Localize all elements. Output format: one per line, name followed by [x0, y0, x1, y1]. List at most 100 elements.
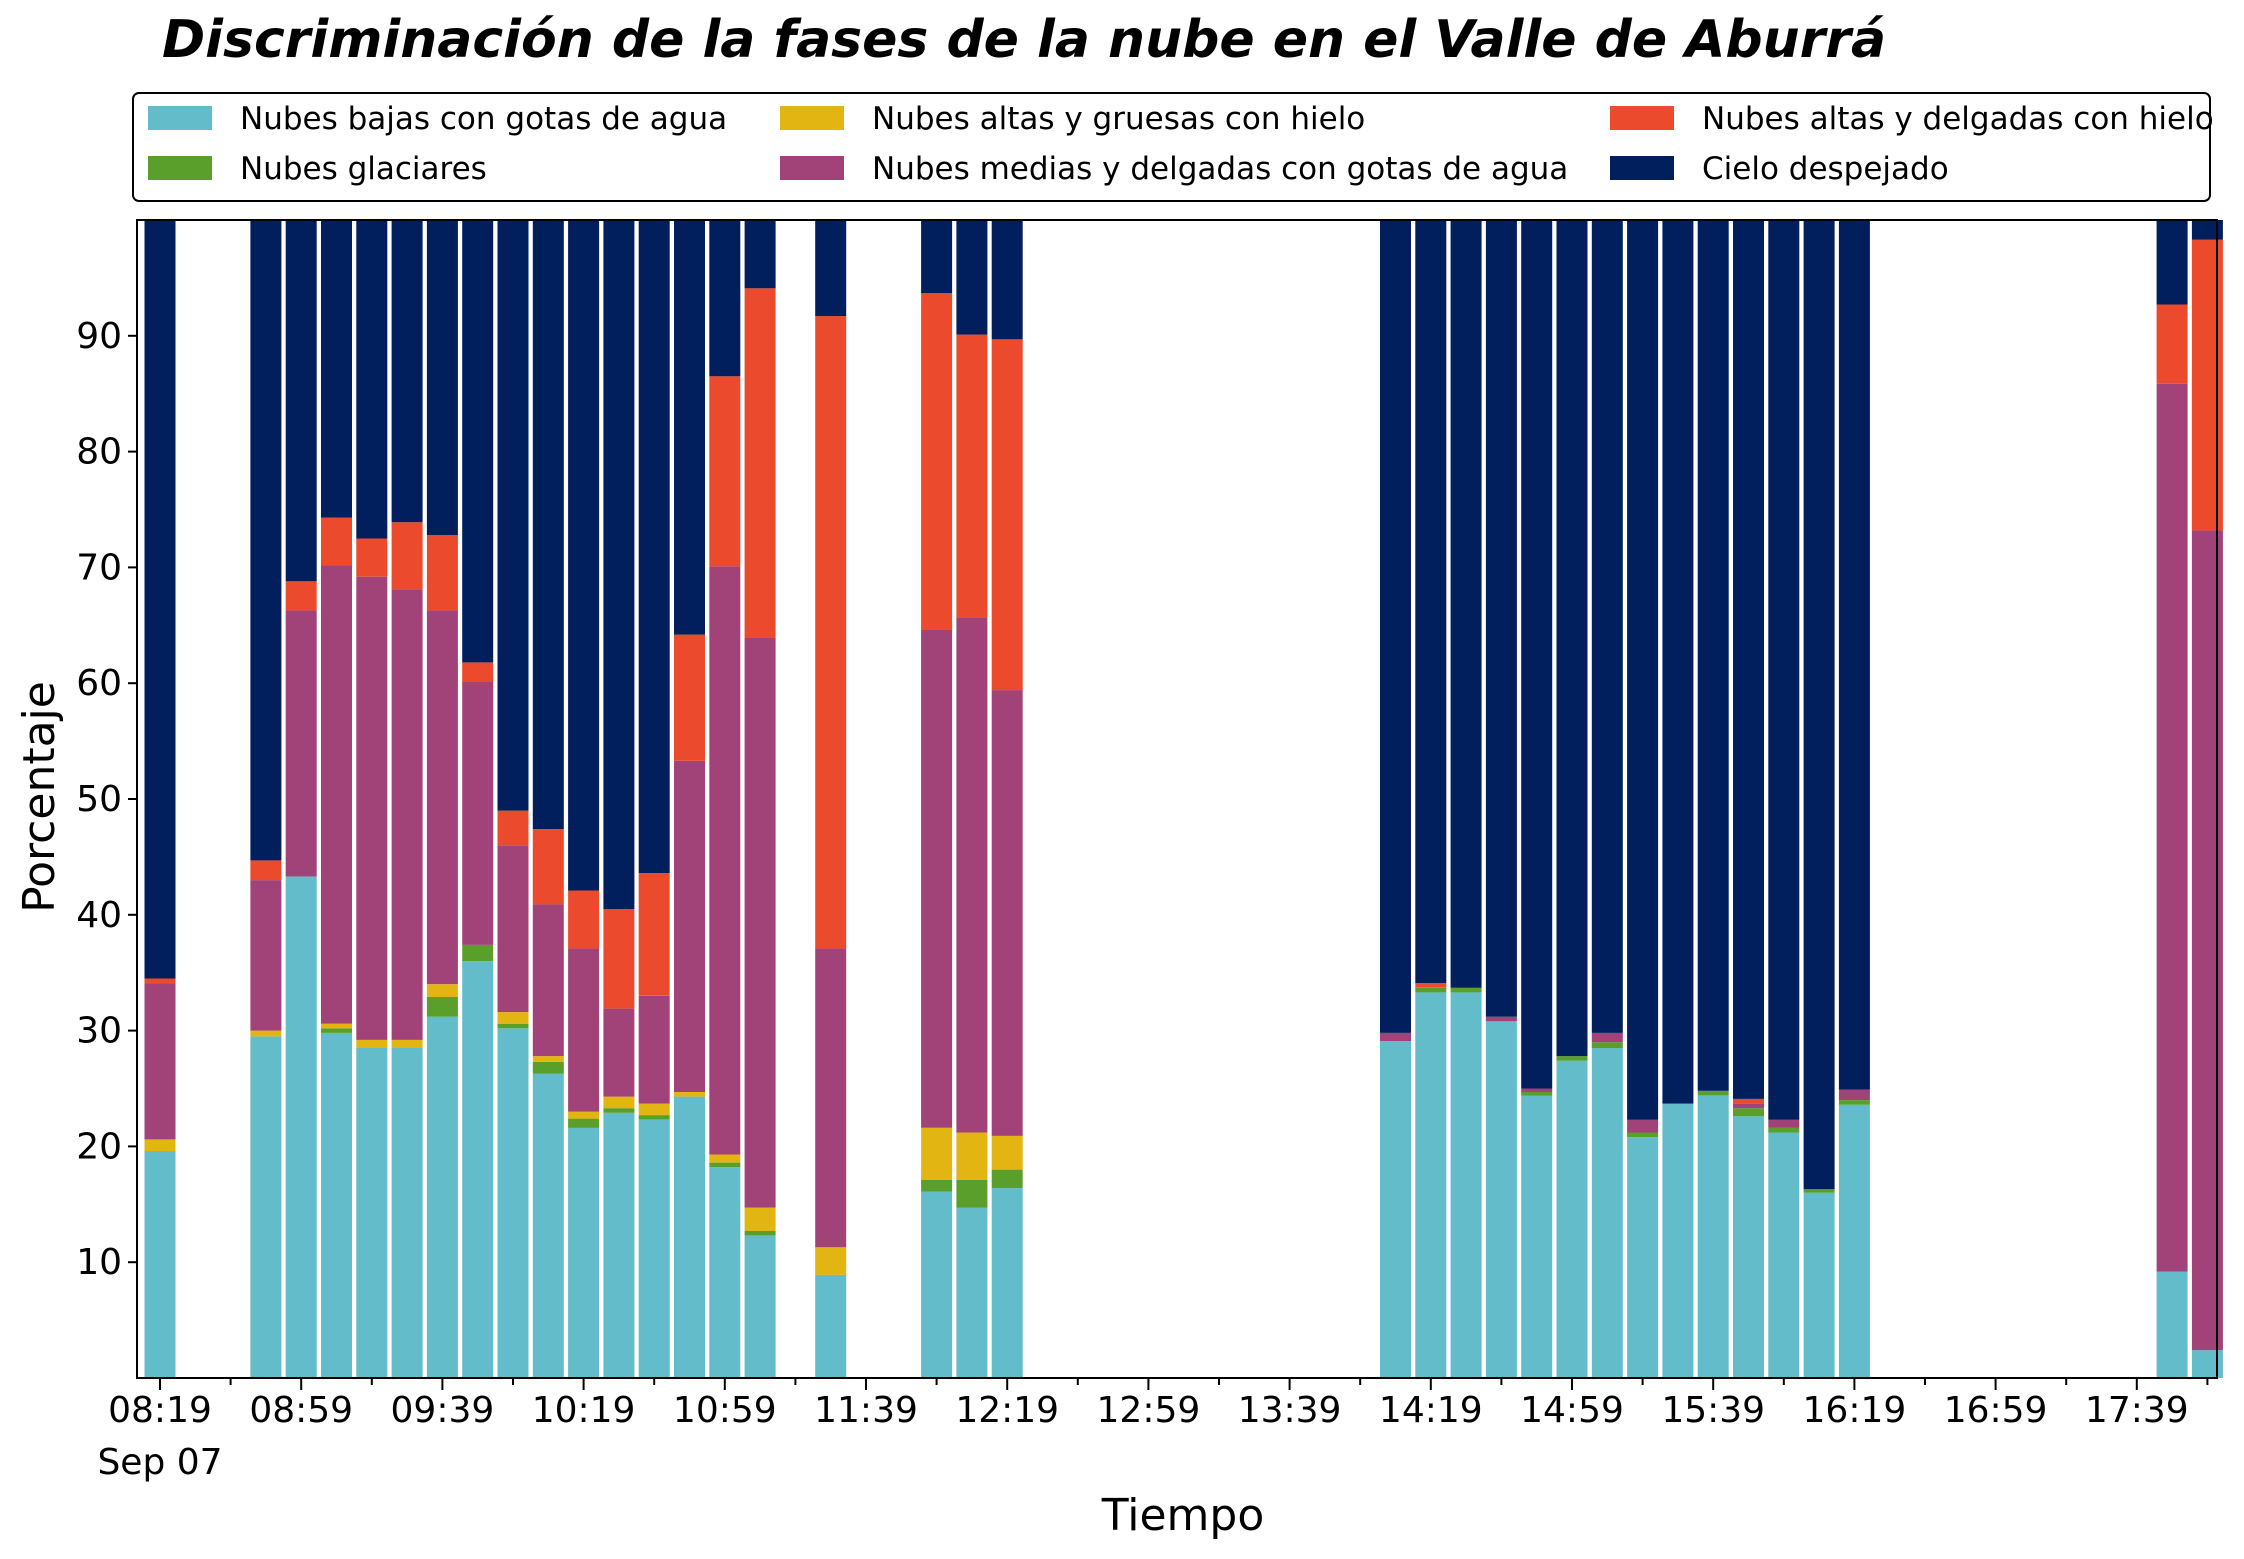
bar-segment — [356, 1048, 388, 1378]
bar-segment — [1521, 1095, 1553, 1378]
bar-segment — [921, 220, 953, 293]
bar-segment — [1556, 220, 1588, 1057]
bar-segment — [391, 522, 423, 590]
bar-segment — [1485, 1021, 1517, 1378]
bar-segment — [603, 1108, 635, 1113]
bar-segment — [497, 1028, 529, 1378]
x-tick-label: 15:39 — [1661, 1390, 1765, 1431]
bar-segment — [1768, 220, 1800, 1120]
bar-segment — [815, 1274, 847, 1378]
bar-segment — [1662, 1103, 1694, 1378]
bar-segment — [2156, 1271, 2188, 1378]
y-tick-label: 30 — [76, 1011, 122, 1052]
bar-segment — [568, 890, 600, 949]
x-tick-label: 10:59 — [673, 1390, 777, 1431]
bar-segment — [1662, 220, 1694, 1104]
bar-segment — [744, 638, 776, 1208]
bar-segment — [321, 565, 352, 1024]
bar-segment — [250, 860, 282, 881]
bar-segment — [815, 948, 847, 1248]
bar-segment — [603, 1112, 635, 1378]
bar-segment — [1627, 1137, 1659, 1378]
bar-segment — [462, 662, 494, 683]
x-tick-label: 16:19 — [1803, 1390, 1907, 1431]
legend-swatch — [1610, 156, 1674, 180]
bar-segment — [144, 1151, 176, 1378]
bar-segment — [497, 810, 529, 846]
bar-segment — [1450, 987, 1482, 993]
bar-segment — [603, 1008, 635, 1097]
bar-segment — [462, 961, 494, 1378]
bar-segment — [2191, 1350, 2223, 1378]
bar-segment — [1521, 1088, 1553, 1092]
bar-segment — [1521, 1092, 1553, 1096]
bar-segment — [956, 1132, 988, 1180]
bar-segment — [356, 220, 388, 539]
bar-segment — [1556, 1060, 1588, 1378]
bar-segment — [1803, 1189, 1835, 1193]
legend-box — [132, 92, 2211, 202]
y-tick-label: 10 — [76, 1242, 122, 1283]
bar-segment — [321, 220, 352, 518]
bar-segment — [1803, 220, 1835, 1190]
bar-segment — [497, 1023, 529, 1029]
legend-swatch — [780, 106, 844, 130]
x-tick-label: 11:39 — [814, 1390, 918, 1431]
bar-segment — [391, 589, 423, 1040]
bar-segment — [1768, 1132, 1800, 1378]
bar-segment — [462, 220, 494, 663]
bar-segment — [1521, 220, 1553, 1089]
x-tick-label: 14:59 — [1520, 1390, 1624, 1431]
bar-segment — [638, 1119, 670, 1378]
legend-swatch — [780, 156, 844, 180]
bar-segment — [426, 535, 458, 611]
x-tick-label: 17:39 — [2085, 1390, 2189, 1431]
bar-segment — [991, 690, 1023, 1136]
bar-segment — [356, 1039, 388, 1048]
bar-segment — [744, 1207, 776, 1231]
bar-segment — [2191, 530, 2223, 1351]
bar-segment — [638, 995, 670, 1104]
x-tick-label: 13:39 — [1238, 1390, 1342, 1431]
bar-segment — [744, 288, 776, 638]
bar-segment — [709, 1167, 741, 1378]
bar-segment — [1591, 1048, 1623, 1378]
bar-segment — [321, 1023, 352, 1029]
bar-segment — [250, 880, 282, 1031]
legend-label: Nubes bajas con gotas de agua — [240, 101, 727, 137]
bar-segment — [1415, 220, 1447, 984]
bar-segment — [391, 220, 423, 523]
legend-label: Nubes altas y gruesas con hielo — [872, 101, 1365, 137]
bar-segment — [815, 1247, 847, 1275]
bar-segment — [1838, 1104, 1870, 1378]
bar-segment — [709, 1162, 741, 1168]
bar-segment — [1838, 1089, 1870, 1101]
bar-segment — [991, 1188, 1023, 1378]
bar-segment — [2156, 220, 2188, 305]
bar-segment — [603, 909, 635, 1009]
bar-segment — [638, 1115, 670, 1120]
bar-segment — [1697, 220, 1729, 1091]
bar-segment — [1733, 1116, 1764, 1378]
bar-segment — [1733, 1103, 1764, 1109]
bar-segment — [709, 220, 741, 377]
bar-segment — [532, 1061, 564, 1074]
bar-segment — [144, 1139, 176, 1152]
bar-segment — [426, 984, 458, 997]
legend-swatch — [148, 156, 212, 180]
bar-segment — [462, 944, 494, 962]
bar-segment — [356, 576, 388, 1040]
bar-segment — [991, 220, 1023, 340]
y-tick-label: 70 — [76, 547, 122, 588]
bar-segment — [568, 1127, 600, 1378]
bar-segment — [532, 829, 564, 905]
bar-segment — [956, 1180, 988, 1208]
chart-title: Discriminación de la fases de la nube en… — [162, 10, 1886, 70]
legend-label: Nubes medias y delgadas con gotas de agu… — [872, 151, 1568, 187]
legend-label: Nubes altas y delgadas con hielo — [1702, 101, 2214, 137]
bar-segment — [956, 1207, 988, 1378]
bar-segment — [1415, 987, 1447, 993]
bar-segment — [568, 220, 600, 891]
bar-segment — [1697, 1090, 1729, 1096]
